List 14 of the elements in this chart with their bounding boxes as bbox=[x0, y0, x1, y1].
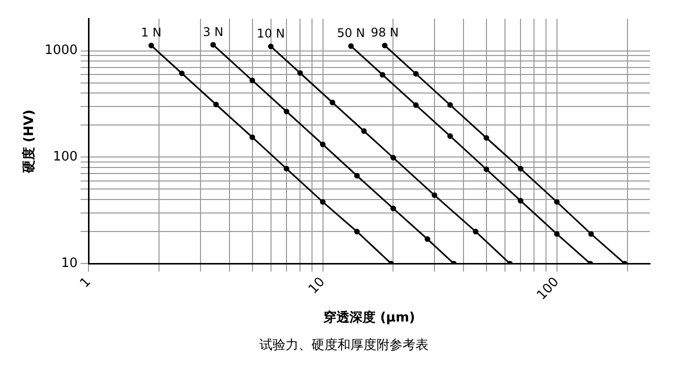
series-label: 3 N bbox=[202, 24, 224, 39]
y-axis-title: 硬度 (HV) bbox=[21, 110, 38, 174]
y-tick-label: 1000 bbox=[44, 43, 78, 58]
x-axis-title: 穿透深度 (μm) bbox=[322, 310, 416, 326]
series-label: 1 N bbox=[141, 26, 162, 40]
y-tick-label: 100 bbox=[52, 150, 78, 165]
text: 试验力、硬度和厚度附参考表 bbox=[258, 337, 430, 354]
y-tick-label: 10 bbox=[61, 256, 78, 271]
x-tick-label: 100 bbox=[534, 274, 562, 304]
x-tick-label: 1 bbox=[77, 274, 94, 292]
series-label: 50 N bbox=[336, 26, 366, 40]
series-label: 10 N bbox=[256, 26, 285, 41]
x-tick-label: 10 bbox=[306, 274, 328, 298]
series-label: 98 N bbox=[370, 26, 399, 40]
